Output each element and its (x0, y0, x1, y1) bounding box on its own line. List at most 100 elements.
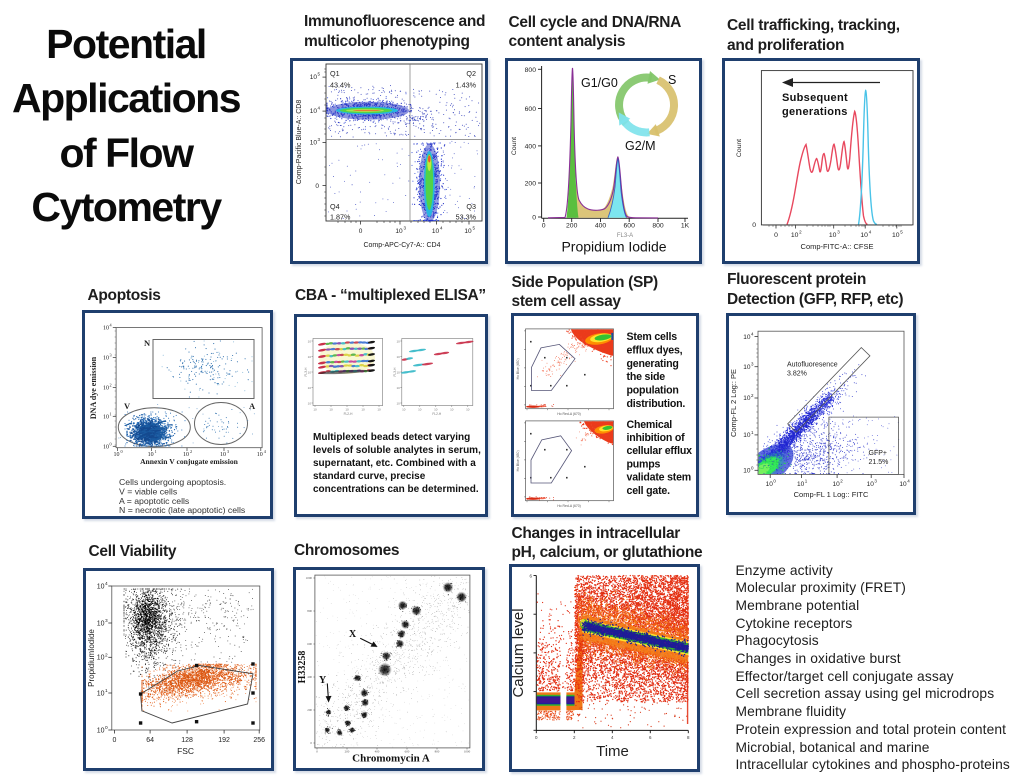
svg-text:N: N (144, 338, 151, 348)
svg-text:10: 10 (892, 232, 900, 239)
svg-text:cell gate.: cell gate. (627, 485, 671, 497)
svg-text:4: 4 (611, 735, 614, 740)
svg-text:10: 10 (103, 385, 109, 391)
svg-text:10: 10 (464, 228, 472, 235)
svg-text:200: 200 (308, 708, 313, 712)
svg-text:Ho Red-A (670): Ho Red-A (670) (557, 412, 581, 416)
svg-text:2: 2 (190, 449, 192, 454)
svg-text:0: 0 (105, 725, 108, 731)
svg-text:4: 4 (907, 479, 910, 484)
svg-text:10: 10 (466, 407, 470, 411)
svg-text:10: 10 (307, 370, 311, 374)
svg-text:Q2: Q2 (466, 69, 476, 78)
svg-text:G2/M: G2/M (625, 139, 656, 153)
svg-text:0: 0 (532, 214, 536, 221)
svg-text:10: 10 (313, 407, 317, 411)
svg-text:0: 0 (317, 750, 319, 754)
svg-text:generations: generations (782, 106, 848, 118)
svg-text:200: 200 (345, 750, 350, 754)
svg-text:Annexin V conjugate emission: Annexin V conjugate emission (140, 457, 239, 466)
svg-text:10: 10 (396, 401, 400, 405)
svg-text:1: 1 (155, 449, 157, 454)
svg-text:400: 400 (595, 222, 607, 229)
svg-text:levels of soluble analytes in: levels of soluble analytes in serum, (313, 445, 481, 456)
svg-text:FSC: FSC (177, 746, 194, 756)
svg-text:X: X (349, 629, 357, 640)
svg-text:0: 0 (752, 222, 756, 229)
svg-text:Count: Count (511, 136, 518, 154)
svg-text:1.43%: 1.43% (456, 80, 477, 89)
svg-text:H33258: H33258 (297, 651, 308, 684)
svg-text:10: 10 (866, 481, 874, 488)
svg-text:1K: 1K (681, 222, 690, 229)
svg-text:0: 0 (359, 228, 363, 235)
svg-text:S: S (668, 73, 676, 87)
svg-text:0: 0 (773, 479, 776, 484)
svg-text:Ho Blue (450): Ho Blue (450) (516, 358, 520, 379)
svg-text:validate stem: validate stem (627, 472, 692, 484)
svg-text:G1/G0: G1/G0 (581, 76, 618, 90)
svg-text:2: 2 (840, 479, 843, 484)
svg-text:Q4: Q4 (330, 202, 340, 211)
svg-text:6: 6 (530, 573, 533, 578)
svg-text:10: 10 (97, 620, 105, 627)
svg-text:64: 64 (147, 737, 155, 744)
svg-text:FL2-H: FL2-H (343, 412, 353, 416)
svg-text:population: population (627, 385, 679, 397)
svg-text:10: 10 (743, 334, 751, 341)
svg-text:Stem cells: Stem cells (627, 331, 678, 343)
svg-text:10: 10 (829, 232, 837, 239)
svg-text:1: 1 (751, 430, 754, 435)
svg-text:10: 10 (765, 481, 773, 488)
svg-text:800: 800 (308, 609, 313, 613)
svg-text:Chromomycin A: Chromomycin A (353, 753, 431, 765)
svg-text:2: 2 (751, 393, 754, 398)
svg-text:DNA dye emission: DNA dye emission (89, 356, 98, 419)
svg-text:10: 10 (432, 228, 440, 235)
svg-text:400: 400 (525, 143, 537, 150)
svg-text:GFP+: GFP+ (868, 450, 886, 457)
svg-text:4: 4 (264, 449, 267, 454)
svg-text:3: 3 (227, 449, 229, 454)
svg-text:5: 5 (900, 229, 903, 234)
svg-text:10: 10 (97, 727, 105, 734)
svg-text:600: 600 (525, 106, 537, 113)
svg-text:Calcium level: Calcium level (510, 608, 527, 697)
svg-text:10: 10 (257, 452, 263, 458)
svg-text:0: 0 (751, 465, 754, 470)
svg-text:FL3-A: FL3-A (617, 233, 633, 239)
svg-text:3: 3 (874, 479, 877, 484)
svg-text:10: 10 (307, 386, 311, 390)
svg-text:0: 0 (113, 737, 117, 744)
svg-text:Comp-Pacific Blue-A:: CD8: Comp-Pacific Blue-A:: CD8 (296, 99, 303, 184)
svg-text:2: 2 (799, 229, 802, 234)
svg-text:Cells undergoing apoptosis.: Cells undergoing apoptosis. (119, 477, 226, 487)
svg-text:Y: Y (319, 675, 327, 686)
svg-text:10: 10 (743, 364, 751, 371)
svg-text:10: 10 (103, 444, 109, 450)
svg-text:1: 1 (105, 688, 108, 694)
svg-text:53.3%: 53.3% (456, 212, 477, 221)
svg-text:Q1: Q1 (330, 69, 340, 78)
svg-text:10: 10 (396, 339, 400, 343)
svg-text:10: 10 (395, 228, 403, 235)
svg-text:600: 600 (624, 222, 636, 229)
svg-text:10: 10 (743, 468, 751, 475)
svg-text:43.4%: 43.4% (330, 80, 351, 89)
svg-text:800: 800 (652, 222, 664, 229)
svg-text:V: V (124, 401, 131, 411)
svg-text:10: 10 (310, 139, 318, 146)
svg-text:Subsequent: Subsequent (782, 92, 848, 104)
svg-text:10: 10 (97, 655, 105, 662)
svg-text:2: 2 (105, 653, 108, 659)
svg-text:8: 8 (687, 735, 690, 740)
svg-text:standard curve, precise: standard curve, precise (313, 471, 426, 482)
svg-text:efflux dyes,: efflux dyes, (627, 344, 683, 356)
svg-text:200: 200 (525, 180, 537, 187)
svg-text:10: 10 (832, 481, 840, 488)
svg-text:10: 10 (103, 325, 109, 331)
svg-text:FL3-H: FL3-H (392, 366, 396, 376)
svg-text:400: 400 (375, 750, 380, 754)
svg-text:10: 10 (307, 355, 311, 359)
svg-text:10: 10 (103, 355, 109, 361)
